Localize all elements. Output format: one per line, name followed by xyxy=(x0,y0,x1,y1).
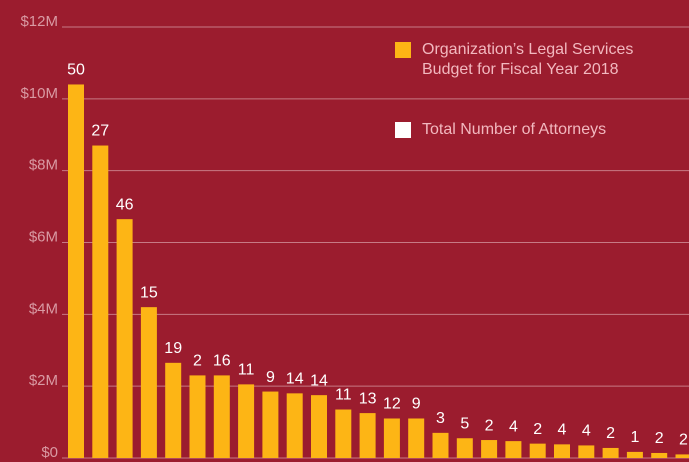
data-label: 4 xyxy=(558,422,567,439)
y-tick-label: $12M xyxy=(20,13,58,30)
data-label: 2 xyxy=(533,421,542,438)
legend-swatch xyxy=(395,42,411,58)
bar xyxy=(383,418,400,458)
bar xyxy=(286,393,303,458)
data-label: 14 xyxy=(310,372,328,389)
data-label: 4 xyxy=(582,423,591,440)
data-label: 2 xyxy=(485,417,494,434)
data-label: 1 xyxy=(630,429,639,446)
bar xyxy=(213,375,230,458)
bar xyxy=(92,145,109,458)
data-label: 2 xyxy=(193,353,202,370)
bar xyxy=(578,445,595,458)
legend-label: Organization’s Legal Services Budget for… xyxy=(422,41,634,78)
bar xyxy=(529,443,546,458)
data-label: 12 xyxy=(383,396,401,413)
bar xyxy=(68,84,84,458)
legend-swatch xyxy=(395,122,411,138)
bar xyxy=(481,440,498,458)
bar xyxy=(165,362,182,458)
data-label: 15 xyxy=(140,284,158,301)
bar xyxy=(432,432,449,458)
bar xyxy=(456,438,473,458)
data-label: 14 xyxy=(286,371,304,388)
data-label: 9 xyxy=(412,396,421,413)
data-label: 11 xyxy=(335,387,352,404)
bar xyxy=(505,441,522,458)
data-label: 9 xyxy=(266,369,275,386)
bar xyxy=(626,451,643,458)
data-label: 13 xyxy=(359,390,377,407)
bar xyxy=(602,447,619,458)
data-label: 2 xyxy=(655,430,664,447)
data-label: 46 xyxy=(116,196,134,213)
legend-label: Total Number of Attorneys xyxy=(422,121,607,138)
bar xyxy=(675,454,689,458)
bar xyxy=(262,391,279,458)
data-label: 4 xyxy=(509,418,518,435)
data-label: 27 xyxy=(91,123,109,140)
data-label: 2 xyxy=(679,432,688,449)
y-tick-label: $10M xyxy=(20,85,58,102)
data-label: 50 xyxy=(67,62,85,79)
data-label: 5 xyxy=(460,415,469,432)
bar xyxy=(335,409,352,458)
data-label: 3 xyxy=(436,410,445,427)
bar xyxy=(189,375,206,458)
data-label: 19 xyxy=(164,340,182,357)
data-label: 16 xyxy=(213,353,231,370)
y-tick-label: $0 xyxy=(41,444,58,461)
bar xyxy=(140,307,157,458)
y-tick-label: $8M xyxy=(29,157,58,174)
y-tick-label: $4M xyxy=(29,300,58,317)
y-tick-label: $2M xyxy=(29,372,58,389)
bar xyxy=(554,444,570,458)
bar xyxy=(408,418,425,458)
bar xyxy=(651,452,668,458)
data-label: 2 xyxy=(606,425,615,442)
bar xyxy=(116,219,133,458)
y-tick-label: $6M xyxy=(29,228,58,245)
data-label: 11 xyxy=(238,362,255,379)
bar xyxy=(311,395,327,458)
bar xyxy=(359,413,376,458)
bar xyxy=(238,384,255,458)
